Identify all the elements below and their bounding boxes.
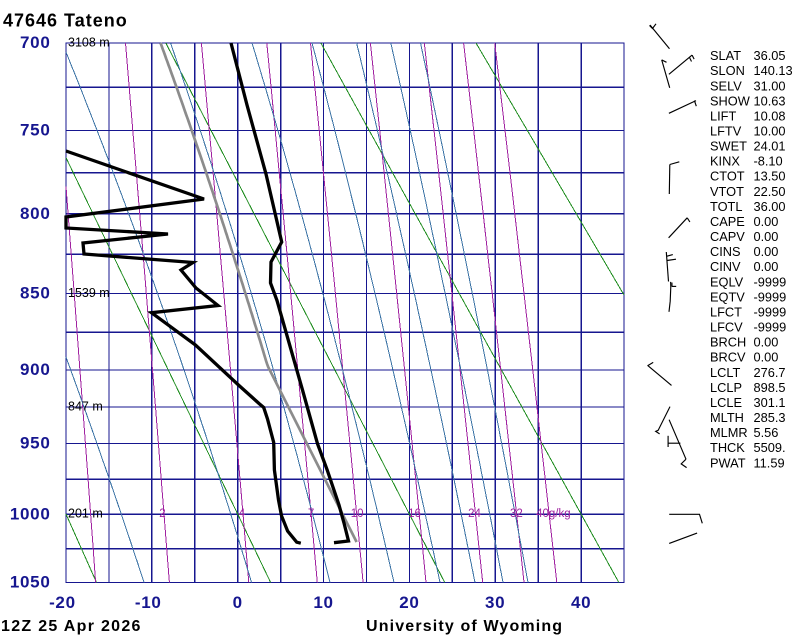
svg-text:898.5: 898.5	[754, 380, 786, 395]
svg-text:0: 0	[233, 593, 243, 612]
svg-text:CTOT: CTOT	[710, 169, 745, 184]
svg-text:LFTV: LFTV	[710, 124, 742, 139]
svg-text:5.56: 5.56	[754, 425, 779, 440]
svg-text:-9999: -9999	[754, 305, 787, 320]
svg-text:2: 2	[159, 508, 165, 520]
svg-text:1050: 1050	[10, 573, 51, 592]
svg-text:13.50: 13.50	[754, 169, 786, 184]
svg-text:-9999: -9999	[754, 320, 787, 335]
svg-text:1539 m: 1539 m	[68, 286, 110, 300]
svg-text:24: 24	[468, 508, 481, 520]
svg-text:32: 32	[510, 508, 523, 520]
svg-text:SELV: SELV	[710, 78, 742, 93]
svg-text:MLTH: MLTH	[710, 410, 744, 425]
svg-text:0.00: 0.00	[754, 350, 779, 365]
svg-text:750: 750	[20, 121, 50, 140]
svg-text:SLON: SLON	[710, 63, 745, 78]
svg-text:7: 7	[308, 508, 314, 520]
svg-text:CAPV: CAPV	[710, 229, 745, 244]
svg-text:0.00: 0.00	[754, 259, 779, 274]
svg-text:LCLT: LCLT	[710, 365, 741, 380]
svg-text:800: 800	[20, 204, 50, 223]
svg-text:201 m: 201 m	[68, 507, 103, 521]
svg-text:10.08: 10.08	[754, 108, 786, 123]
svg-text:LCLE: LCLE	[710, 395, 742, 410]
svg-text:4: 4	[239, 508, 246, 520]
svg-text:20: 20	[399, 593, 419, 612]
svg-text:950: 950	[20, 434, 50, 453]
svg-text:0.00: 0.00	[754, 244, 779, 259]
svg-text:-9999: -9999	[754, 274, 787, 289]
svg-text:0.00: 0.00	[754, 214, 779, 229]
svg-text:CAPE: CAPE	[710, 214, 745, 229]
svg-text:BRCH: BRCH	[710, 335, 746, 350]
svg-text:850: 850	[20, 284, 50, 303]
svg-text:276.7: 276.7	[754, 365, 786, 380]
svg-text:SHOW: SHOW	[710, 93, 751, 108]
svg-text:CINS: CINS	[710, 244, 741, 259]
svg-text:CINV: CINV	[710, 259, 741, 274]
svg-text:THCK: THCK	[710, 440, 745, 455]
svg-text:30: 30	[485, 593, 505, 612]
svg-text:11.59: 11.59	[754, 455, 785, 470]
svg-text:10.00: 10.00	[754, 124, 786, 139]
svg-text:24.01: 24.01	[754, 139, 786, 154]
svg-text:1000: 1000	[10, 504, 51, 523]
svg-text:LCLP: LCLP	[710, 380, 742, 395]
svg-text:16: 16	[408, 508, 421, 520]
svg-text:LFCV: LFCV	[710, 320, 743, 335]
svg-text:10.63: 10.63	[754, 93, 786, 108]
svg-text:36.00: 36.00	[754, 199, 786, 214]
svg-text:VTOT: VTOT	[710, 184, 744, 199]
svg-text:-8.10: -8.10	[754, 154, 783, 169]
svg-text:SLAT: SLAT	[710, 48, 741, 63]
svg-text:KINX: KINX	[710, 154, 740, 169]
svg-text:140.13: 140.13	[754, 63, 793, 78]
svg-text:EQTV: EQTV	[710, 289, 745, 304]
svg-text:10: 10	[351, 508, 364, 520]
svg-text:22.50: 22.50	[754, 184, 786, 199]
svg-text:BRCV: BRCV	[710, 350, 746, 365]
svg-text:5509.: 5509.	[754, 440, 786, 455]
svg-text:47646 Tateno: 47646 Tateno	[3, 11, 128, 31]
svg-text:700: 700	[20, 33, 50, 52]
svg-text:SWET: SWET	[710, 139, 747, 154]
svg-text:-20: -20	[49, 593, 76, 612]
svg-text:900: 900	[20, 360, 50, 379]
svg-text:LIFT: LIFT	[710, 108, 736, 123]
svg-text:-9999: -9999	[754, 289, 787, 304]
svg-text:40g/kg: 40g/kg	[536, 508, 571, 520]
svg-text:University of Wyoming: University of Wyoming	[366, 618, 563, 635]
svg-text:31.00: 31.00	[754, 78, 786, 93]
svg-text:40: 40	[571, 593, 591, 612]
svg-text:MLMR: MLMR	[710, 425, 748, 440]
svg-text:301.1: 301.1	[754, 395, 786, 410]
svg-text:0.00: 0.00	[754, 335, 779, 350]
svg-text:TOTL: TOTL	[710, 199, 742, 214]
svg-text:0.00: 0.00	[754, 229, 779, 244]
svg-text:847 m: 847 m	[68, 400, 103, 414]
svg-text:3108 m: 3108 m	[68, 36, 110, 50]
svg-text:36.05: 36.05	[754, 48, 786, 63]
svg-text:PWAT: PWAT	[710, 455, 746, 470]
svg-text:12Z 25 Apr 2026: 12Z 25 Apr 2026	[1, 618, 142, 635]
svg-text:LFCT: LFCT	[710, 305, 742, 320]
svg-text:-10: -10	[135, 593, 162, 612]
svg-text:285.3: 285.3	[754, 410, 786, 425]
svg-text:EQLV: EQLV	[710, 274, 744, 289]
svg-text:10: 10	[313, 593, 333, 612]
